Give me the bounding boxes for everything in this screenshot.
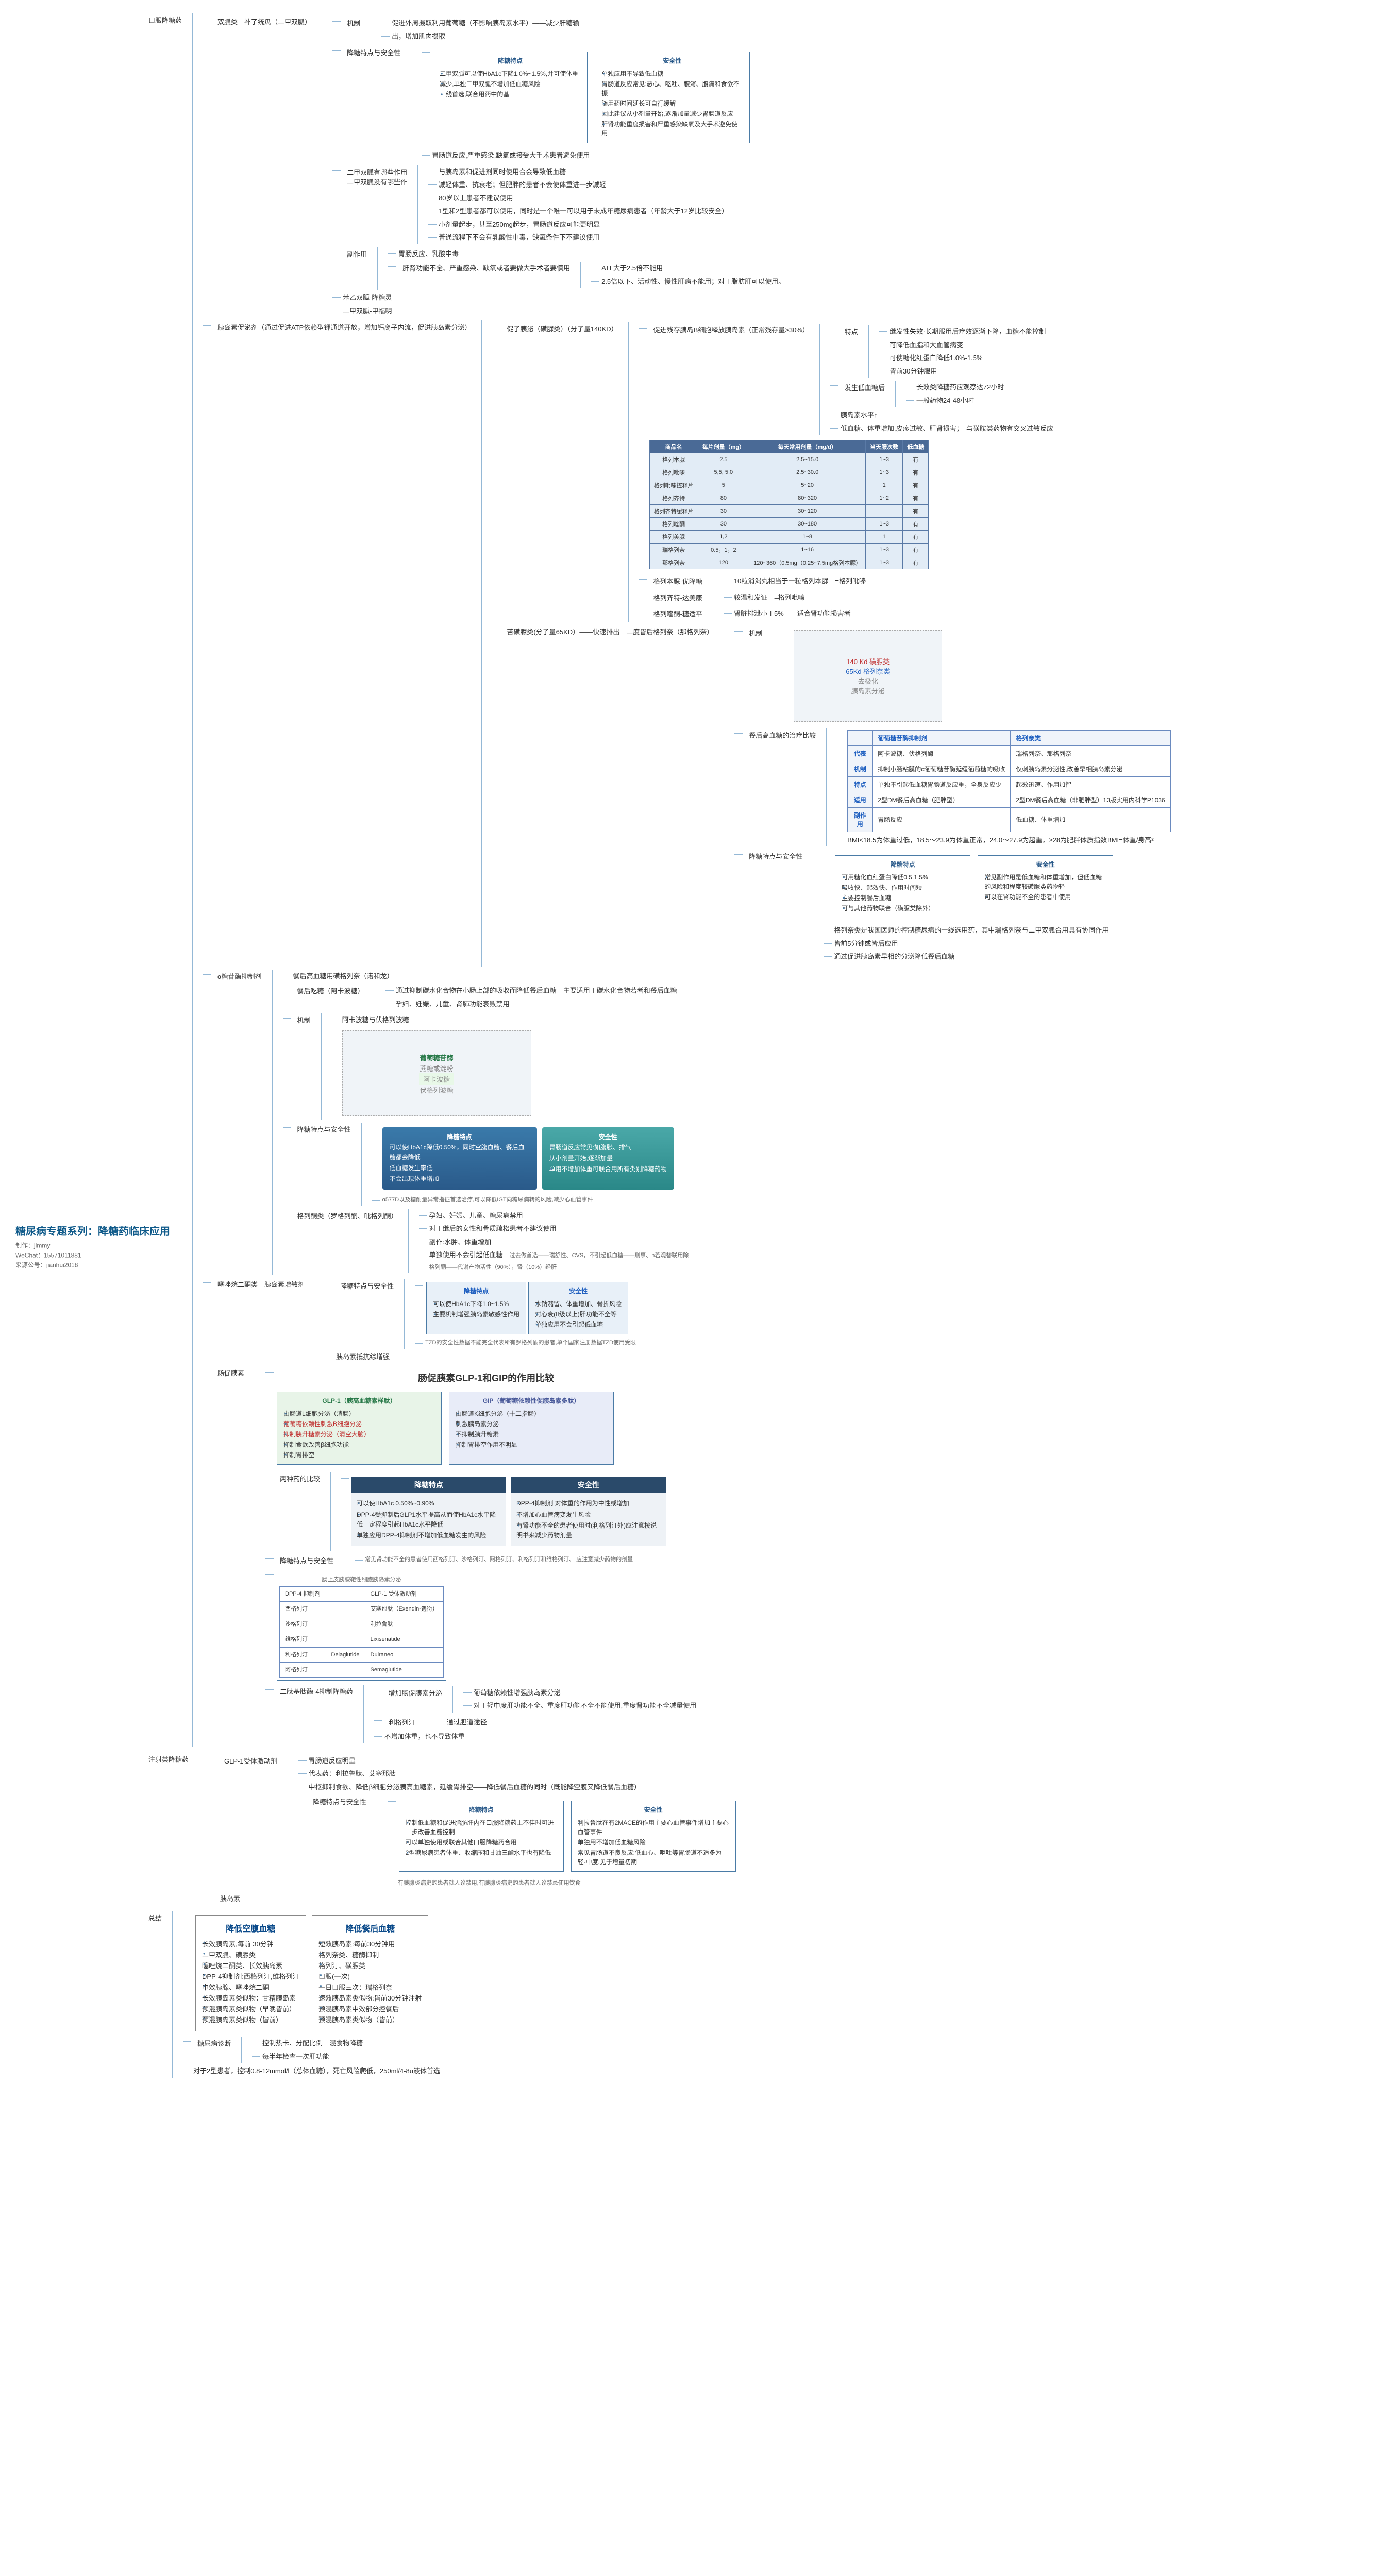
post-box: 降低餐后血糖 短效胰岛素:每前30分钟用格列奈类、糖酶抑制格列汀、磺脲类口服(一… (312, 1915, 428, 2031)
summary-branch: 总结 (144, 1911, 166, 1924)
glp-node: 肠促胰素 (213, 1366, 248, 1379)
big-side: 副作用 (343, 247, 371, 260)
big-eff-list: 二甲双胍可以使HbA1c下降1.0%~1.5%,并可使体重 减少,单独二甲双胍不… (440, 69, 581, 99)
secretagogue: 胰岛素促泌剂（通过促进ATP依赖型钾通道开放，增加钙离子内流，促进胰岛素分泌） (213, 320, 475, 333)
oral-branch: 口服降糖药 (144, 13, 186, 26)
big-es: 降糖特点与安全性 (343, 46, 405, 59)
sulf-table: 商品名 每片剂量（mg） 每天常用剂量（mg/d） 当天服次数 低血糖 格列本脲… (649, 440, 929, 569)
glp1ra-node: GLP-1受体激动剂 (220, 1754, 281, 1767)
big-contra: 二甲双胍有哪些作用 二甲双胍没有哪些作 (343, 165, 411, 188)
glinide-node: 苦磺脲类(分子量65KD）——快速排出 二度皆后格列奈（那格列奈） (502, 625, 717, 638)
agi-node: α糖苷酶抑制剂 (213, 970, 266, 982)
agi-diagram: 葡萄糖苷酶 蔗糖或淀粉 阿卡波糖 伏格列波糖 (342, 1030, 531, 1116)
dpp-chart: 肠上皮胰腺靶性细胞胰岛素分泌 DPP-4 抑制剂GLP-1 受体激动剂西格列汀艾… (277, 1571, 446, 1681)
big-mech: 机制 (343, 16, 364, 29)
inject-branch: 注射类降糖药 (144, 1753, 193, 1766)
tzd-node: 噻唑烷二酮类 胰岛素增敏剂 (213, 1278, 309, 1291)
insulin-node: 胰岛素 (210, 1892, 674, 1906)
big-es-boxes: 降糖特点 二甲双胍可以使HbA1c下降1.0%~1.5%,并可使体重 减少,单独… (432, 50, 750, 144)
sulf-node: 促子胰泌（磺脲类）（分子量140KD） (502, 322, 622, 335)
glinide-diagram: 140 Kd 磺脲类 65Kd 格列奈类 去极化 胰岛素分泌 (794, 630, 942, 722)
glinide-compare: 葡萄糖苷酶抑制剂格列奈类 代表阿卡波糖、伏格列酶瑞格列奈、那格列奈机制抑制小肠粘… (847, 730, 1170, 832)
mindmap-root: 糖尿病专题系列：降糖药临床应用 制作：jimmy WeChat：15571011… (0, 10, 1392, 2081)
biguanide-node: 双胍类 补了统瓜（二甲双胍） (213, 15, 315, 28)
fast-box: 降低空腹血糖 长效胰岛素,每前 30分钟二甲双胍、磺脲类噻唑烷二酮类、长效胰岛素… (195, 1915, 306, 2031)
